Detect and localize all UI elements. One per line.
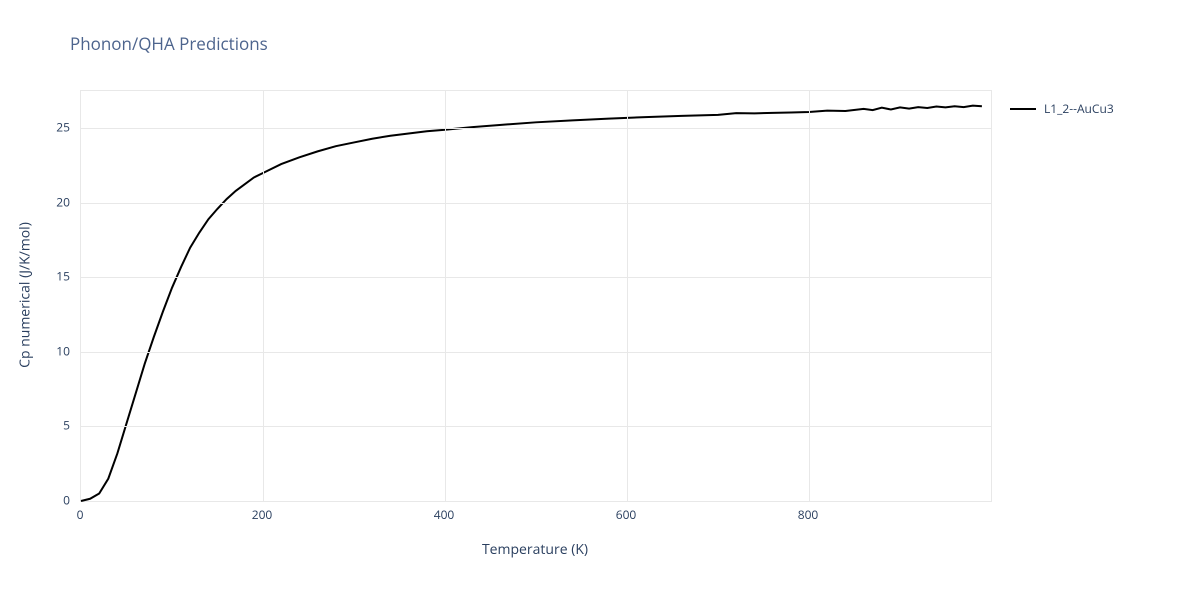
x-tick-label: 200 [252,506,273,523]
series-line [81,106,982,501]
y-tick-label: 10 [56,342,70,359]
grid-line-h [81,277,991,278]
x-tick-label: 400 [434,506,455,523]
y-tick-label: 15 [56,268,70,285]
grid-line-v [627,91,628,501]
y-axis-label: Cp numerical (J/K/mol) [16,222,35,368]
y-tick-label: 0 [63,492,70,509]
legend: L1_2--AuCu3 [1010,100,1114,117]
grid-line-h [81,352,991,353]
chart-line-series [81,91,991,501]
x-tick-label: 0 [77,506,84,523]
grid-line-v [263,91,264,501]
plot-area[interactable] [80,90,992,502]
y-tick-label: 5 [63,417,70,434]
grid-line-v [445,91,446,501]
grid-line-h [81,426,991,427]
grid-line-v [809,91,810,501]
legend-label: L1_2--AuCu3 [1044,100,1114,117]
x-tick-label: 800 [798,506,819,523]
y-tick-label: 20 [56,193,70,210]
chart-container: Phonon/QHA Predictions Temperature (K) C… [0,0,1200,600]
grid-line-h [81,203,991,204]
x-axis-label: Temperature (K) [482,540,588,559]
y-tick-label: 25 [56,119,70,136]
grid-line-h [81,128,991,129]
legend-swatch [1010,108,1036,110]
x-tick-label: 600 [616,506,637,523]
chart-title: Phonon/QHA Predictions [70,32,268,55]
